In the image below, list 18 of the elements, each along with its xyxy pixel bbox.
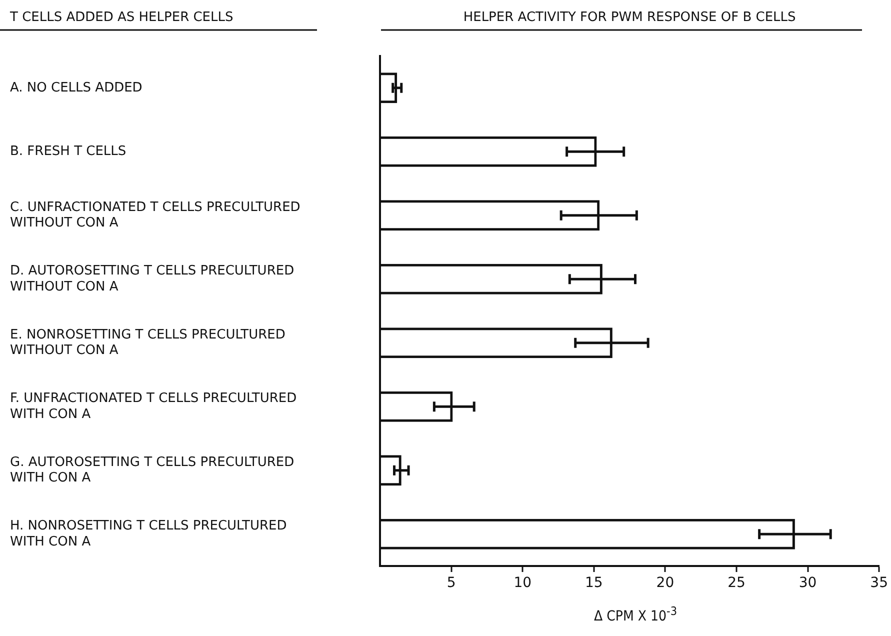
chart-title: HELPER ACTIVITY FOR PWM RESPONSE OF B CELLS xyxy=(463,10,796,25)
x-axis-title: Δ CPM X 10$^{-3}$ xyxy=(593,604,678,625)
y-tick-label: D. AUTOROSETTING T CELLS PRECULTURED WITHOUT CON A xyxy=(10,264,294,294)
y-tick-label: E. NONROSETTING T CELLS PRECULTURED WITHOUT CON A xyxy=(10,327,286,358)
x-tick-label: 25 xyxy=(728,575,746,592)
y-tick-label: G. AUTOROSETTING T CELLS PRECULTURED WITH CON A xyxy=(10,454,294,486)
y-tick-label: F. UNFRACTIONATED T CELLS PRECULTURED WITH CON A xyxy=(10,391,297,422)
y-tick-label: C. UNFRACTIONATED T CELLS PRECULTURED WITHOUT CON A xyxy=(10,200,300,231)
y-axis-title: T CELLS ADDED AS HELPER CELLS xyxy=(9,10,234,25)
x-tick-label: 5 xyxy=(446,575,456,592)
x-tick-label: 20 xyxy=(656,575,674,592)
y-tick-label: H. NONROSETTING T CELLS PRECULTURED WITH CON A xyxy=(10,518,287,550)
x-tick-label: 30 xyxy=(798,575,817,592)
x-tick-label: 15 xyxy=(584,575,603,592)
x-tick-label: 35 xyxy=(870,575,888,592)
y-tick-label: B. FRESH T CELLS xyxy=(10,144,126,159)
x-tick-label: 10 xyxy=(514,575,532,592)
y-tick-label: A. NO CELLS ADDED xyxy=(10,80,142,96)
